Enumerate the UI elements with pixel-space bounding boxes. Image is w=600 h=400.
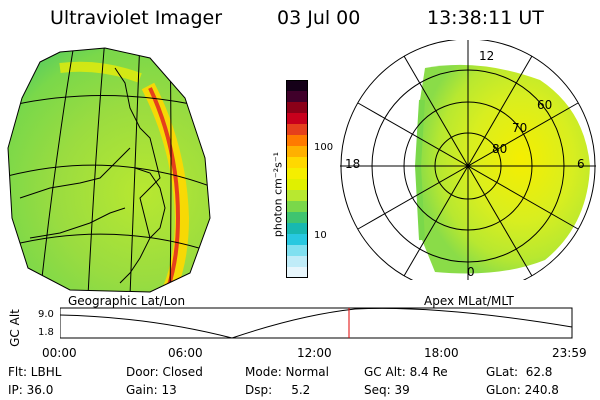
colorbar-swatch	[286, 146, 308, 158]
colorbar-swatch	[286, 190, 308, 202]
colorbar-swatch	[286, 91, 308, 103]
x-tick-0000: 00:00	[42, 346, 77, 360]
colorbar-frame	[286, 80, 308, 278]
instrument-title: Ultraviolet Imager	[50, 7, 223, 29]
mlt-label-18: 18	[345, 157, 361, 171]
gc-alt-info: GC Alt: 8.4 Re	[364, 365, 448, 379]
colorbar-tick-100: 100	[314, 142, 334, 153]
date-label: 03 Jul 00	[277, 7, 361, 29]
altitude-tick-high: 9.0	[38, 309, 54, 320]
mlt-label-0: 0	[467, 265, 475, 279]
colorbar-unit-label: photon cm⁻²s⁻¹	[271, 151, 285, 238]
mode-info: Mode: Normal	[245, 365, 329, 379]
x-tick-2359: 23:59	[552, 346, 587, 360]
colorbar-swatch	[286, 135, 308, 147]
colorbar-swatch	[286, 256, 308, 268]
colorbar-tick-10: 10	[314, 230, 327, 241]
gain-info: Gain: 13	[126, 383, 177, 397]
colorbar-swatch	[286, 234, 308, 246]
polar-plot	[340, 40, 596, 280]
colorbar	[286, 80, 308, 278]
geographic-image	[7, 47, 211, 293]
colorbar-swatch	[286, 267, 308, 278]
filter-info: Flt: LBHL	[8, 365, 62, 379]
colorbar-swatch	[286, 124, 308, 136]
altitude-axis-title: GC Alt	[7, 309, 22, 347]
mlat-label-60: 60	[537, 98, 553, 112]
altitude-plot	[60, 307, 573, 339]
colorbar-swatch	[286, 102, 308, 114]
colorbar-swatch	[286, 113, 308, 125]
colorbar-swatch	[286, 157, 308, 169]
x-tick-1800: 18:00	[424, 346, 459, 360]
mlat-label-70: 70	[512, 121, 528, 135]
altitude-tick-low: 1.8	[38, 327, 54, 338]
ip-info: IP: 36.0	[8, 383, 54, 397]
x-tick-1200: 12:00	[297, 346, 332, 360]
colorbar-swatch	[286, 223, 308, 235]
glon-info: GLon: 240.8	[486, 383, 559, 397]
colorbar-swatch	[286, 245, 308, 257]
dsp-info: Dsp: 5.2	[245, 383, 311, 397]
mlt-label-6: 6	[577, 157, 585, 171]
seq-info: Seq: 39	[364, 383, 410, 397]
colorbar-swatch	[286, 168, 308, 180]
time-label: 13:38:11 UT	[427, 7, 544, 29]
colorbar-swatch	[286, 212, 308, 224]
apex-caption: Apex MLat/MLT	[424, 294, 514, 308]
door-info: Door: Closed	[126, 365, 203, 379]
colorbar-swatch	[286, 201, 308, 213]
x-tick-0600: 06:00	[168, 346, 203, 360]
mlt-label-12: 12	[479, 49, 495, 63]
colorbar-swatch	[286, 179, 308, 191]
geographic-caption: Geographic Lat/Lon	[68, 294, 186, 308]
glat-info: GLat: 62.8	[486, 365, 553, 379]
mlat-label-80: 80	[492, 142, 508, 156]
colorbar-swatch	[286, 80, 308, 92]
